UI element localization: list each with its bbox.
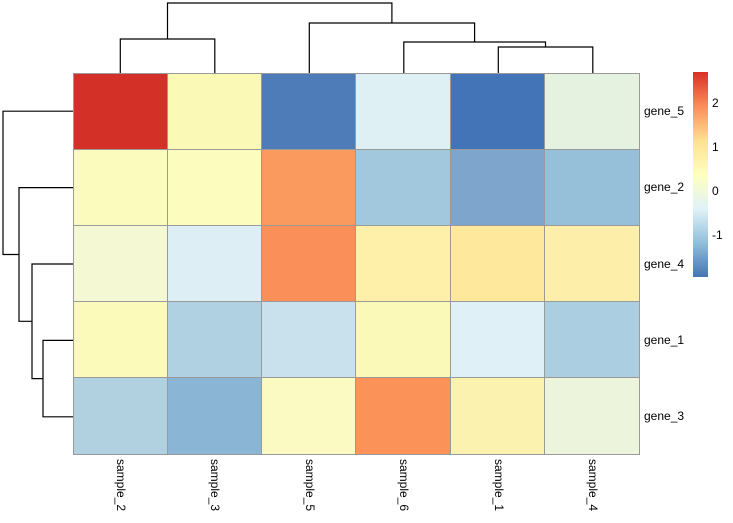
column-dendrogram xyxy=(119,2,594,73)
heatmap-cell xyxy=(168,226,263,302)
dendrogram-branch xyxy=(497,46,594,73)
dendrogram-branch xyxy=(308,22,476,73)
heatmap-cell xyxy=(168,302,263,378)
heatmap-cell xyxy=(262,150,357,226)
row-label: gene_5 xyxy=(644,103,685,118)
heatmap-cell xyxy=(450,302,545,378)
heatmap-cell xyxy=(544,378,639,454)
heatmap-grid xyxy=(73,73,640,455)
heatmap-cell xyxy=(74,378,169,454)
heatmap-cell xyxy=(356,74,451,150)
row-label: gene_2 xyxy=(644,180,685,195)
heatmap-cell xyxy=(168,150,263,226)
dendrogram-branch xyxy=(119,38,216,73)
dendrogram-branch xyxy=(403,41,547,73)
legend-tick-label: 2 xyxy=(712,96,719,110)
column-label: sample_6 xyxy=(397,459,412,512)
column-label: sample_4 xyxy=(586,459,601,512)
heatmap-cell xyxy=(262,302,357,378)
column-label: sample_2 xyxy=(113,459,128,512)
heatmap-cell xyxy=(74,74,169,150)
heatmap-cell xyxy=(262,226,357,302)
dendrogram-branch xyxy=(166,2,393,39)
dendrogram-branch xyxy=(42,339,73,418)
heatmap-cell xyxy=(168,74,263,150)
dendrogram-branch xyxy=(31,263,73,380)
heatmap-cell xyxy=(74,302,169,378)
heatmap-cell xyxy=(262,378,357,454)
legend-tick-label: 1 xyxy=(712,140,719,154)
row-label: gene_3 xyxy=(644,409,685,424)
heatmap-cell xyxy=(544,302,639,378)
heatmap-cell xyxy=(356,150,451,226)
heatmap-cell xyxy=(450,150,545,226)
column-label: sample_1 xyxy=(491,459,506,512)
dendrogram-branch xyxy=(18,187,73,322)
heatmap-cell xyxy=(544,226,639,302)
row-label: gene_1 xyxy=(644,332,685,347)
row-label: gene_4 xyxy=(644,256,685,271)
heatmap-cell xyxy=(74,150,169,226)
heatmap-cell xyxy=(544,74,639,150)
heatmap-cell xyxy=(168,378,263,454)
row-dendrogram xyxy=(2,110,73,418)
heatmap-cell xyxy=(356,378,451,454)
heatmap-cell xyxy=(262,74,357,150)
legend-colorbar xyxy=(693,72,708,277)
column-label: sample_5 xyxy=(302,459,317,512)
heatmap-cell xyxy=(74,226,169,302)
heatmap-cell xyxy=(356,226,451,302)
column-label: sample_3 xyxy=(208,459,223,512)
legend-tick-label: 0 xyxy=(712,184,719,198)
dendrogram-branch xyxy=(2,110,73,256)
heatmap-cell xyxy=(450,74,545,150)
heatmap-cell xyxy=(544,150,639,226)
heatmap-cell xyxy=(450,378,545,454)
heatmap-cell xyxy=(450,226,545,302)
heatmap-cell xyxy=(356,302,451,378)
legend-tick-label: -1 xyxy=(712,228,723,242)
